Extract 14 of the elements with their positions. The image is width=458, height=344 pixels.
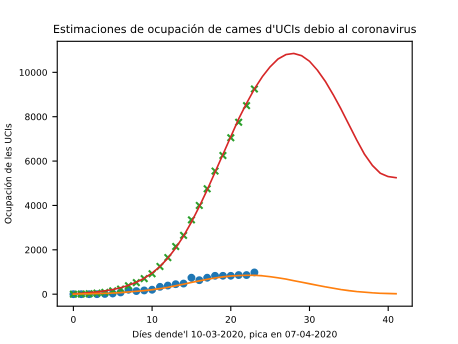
x-tick-label: 20 (226, 316, 236, 323)
x-axis-title: Díes dende'l 10-03-2020, pica en 07-04-2020 (133, 330, 337, 340)
y-tick-label: 6000 (25, 158, 47, 165)
y-tick-label: 0 (42, 290, 47, 298)
chart-title: Estimaciones de ocupación de cames d'UCIs debio al coronavirus (54, 24, 416, 36)
y-tick-label: 8000 (25, 113, 47, 120)
y-tick-label: 4000 (24, 202, 47, 209)
x-tick-label: 0 (71, 316, 76, 323)
x-tick-label: 40 (382, 316, 394, 323)
x-tick-label: 30 (304, 316, 315, 323)
y-axis-title: Ocupación de les UCIs (4, 124, 14, 224)
x-tick-label: 10 (147, 316, 158, 323)
y-tick-label: 2000 (25, 246, 47, 254)
y-tick-label: 10000 (20, 69, 47, 76)
